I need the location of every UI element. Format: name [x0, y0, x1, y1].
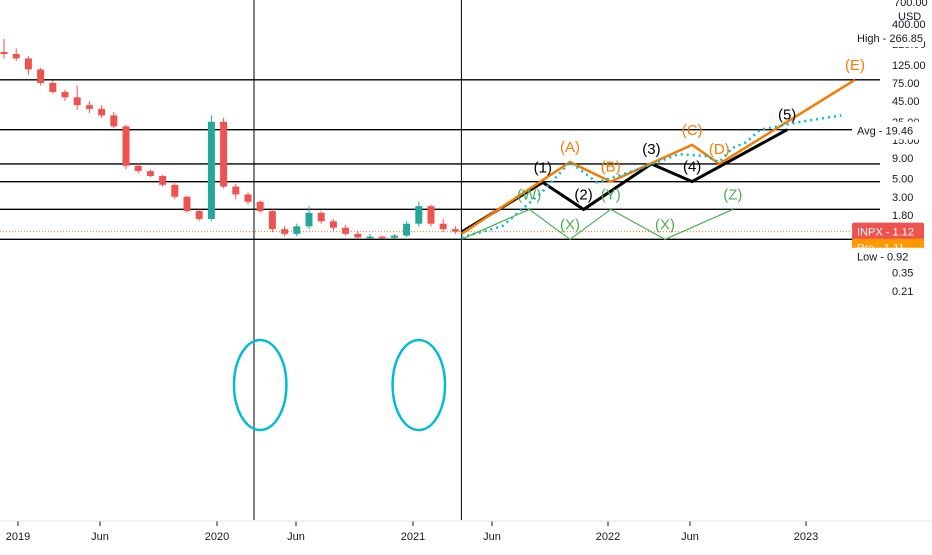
candle-body: [49, 82, 57, 93]
wave-label: (3): [642, 141, 660, 158]
candle-body: [220, 121, 228, 187]
candle-body: [146, 171, 154, 176]
candle-body: [98, 108, 106, 116]
highlight-circle: [391, 338, 447, 432]
candle-body: [207, 121, 215, 219]
candle-body: [232, 186, 240, 195]
high-badge: High - 266.85: [857, 33, 923, 45]
projection-path: [461, 114, 842, 239]
projection-labels: (1) (2) (3) (4) (5) (A) (B) (C) (D) (E) (W) (X) (Y) (…: [517, 57, 865, 234]
candle-body: [159, 175, 167, 185]
wave-label: (Y): [601, 186, 621, 203]
candle-body: [342, 227, 350, 234]
candle-body: [122, 126, 130, 166]
x-tick-label: 2019: [6, 531, 30, 543]
candle-body: [281, 229, 289, 234]
low-badge-bg: [852, 247, 924, 266]
candle-body: [12, 54, 20, 59]
vertical-markers: [253, 0, 462, 520]
y-tick-label: 3.00: [892, 192, 913, 204]
y-tick-label: 400.00: [892, 19, 926, 31]
y-axis-top-label: 700.00: [894, 0, 928, 9]
wave-label: (W): [517, 186, 541, 203]
wave-label: (X): [655, 216, 675, 233]
candle-body: [390, 235, 398, 238]
circled-regions: [232, 338, 447, 432]
projection-path: [461, 208, 734, 241]
highlight-circle: [232, 338, 288, 432]
candle-body: [427, 206, 435, 224]
candle-body: [403, 223, 411, 236]
x-tick-label: 2021: [401, 531, 425, 543]
wave-label: (5): [778, 107, 796, 124]
candle-body: [439, 223, 447, 230]
y-tick-label: 75.00: [892, 78, 920, 90]
y-tick-label: 45.00: [892, 96, 920, 108]
candle-body: [329, 221, 337, 228]
wave-label: (C): [682, 122, 703, 139]
candle-body: [293, 226, 301, 234]
y-tick-label: 1.80: [892, 210, 913, 222]
wave-label: (E): [845, 57, 865, 74]
wave-label: (Z): [723, 186, 742, 203]
y-tick-label: 0.35: [892, 268, 913, 280]
projection-path: [460, 128, 788, 234]
candle-body: [61, 92, 69, 98]
candle-body: [268, 211, 276, 230]
wave-label: (4): [683, 159, 701, 176]
candle-body: [415, 206, 423, 224]
candle-body: [305, 212, 313, 227]
candle-body: [0, 52, 8, 55]
projection-path: [460, 78, 856, 235]
wave-label: (A): [560, 139, 580, 156]
projections: [460, 78, 856, 241]
candle-body: [73, 97, 81, 106]
candles: [0, 39, 459, 239]
wave-label: (D): [709, 141, 730, 158]
avg-badge-bg: [852, 121, 924, 140]
candle-body: [134, 165, 142, 172]
candle-body: [24, 58, 32, 70]
candle-body: [85, 105, 93, 109]
candle-body: [244, 194, 252, 202]
y-tick-label: 9.00: [892, 153, 913, 165]
candle-body: [195, 211, 203, 219]
wave-label: (2): [574, 186, 592, 203]
y-tick-label: 0.21: [892, 286, 913, 298]
x-tick-label: 2023: [794, 531, 818, 543]
last-badge: INPX - 1.12: [857, 227, 914, 239]
x-tick-label: 2020: [205, 531, 229, 543]
x-tick-label: Jun: [287, 531, 305, 543]
wave-label: (1): [534, 159, 552, 176]
y-axis-unit: USD: [898, 11, 921, 23]
last-badge-bg: [852, 222, 924, 241]
candle-body: [171, 184, 179, 197]
high-badge-bg: [852, 29, 924, 48]
candle-body: [378, 236, 386, 239]
y-tick-label: 5.00: [892, 174, 913, 186]
candle-body: [317, 212, 325, 222]
x-tick-label: Jun: [91, 531, 109, 543]
low-badge: Low - 0.92: [857, 252, 908, 264]
candle-body: [37, 69, 45, 83]
horizontal-levels: [0, 79, 880, 241]
candle-body: [183, 196, 191, 212]
x-axis: 2019 Jun 2020 Jun 2021 Jun 2022 Jun 2023: [0, 520, 932, 543]
y-tick-label: 125.00: [892, 60, 926, 72]
candle-body: [354, 233, 362, 238]
x-tick-label: Jun: [681, 531, 699, 543]
x-tick-label: Jun: [483, 531, 501, 543]
candle-body: [366, 236, 374, 239]
x-tick-label: 2022: [596, 531, 620, 543]
candle-body: [110, 115, 118, 127]
y-axis: 700.00 USD 400.00225.00125.0075.0045.002…: [892, 0, 928, 298]
wave-label: (B): [601, 159, 621, 176]
candle-body: [256, 201, 264, 212]
avg-badge: Avg - 19.46: [857, 126, 913, 138]
wave-label: (X): [560, 216, 580, 233]
candle-body: [451, 229, 459, 232]
